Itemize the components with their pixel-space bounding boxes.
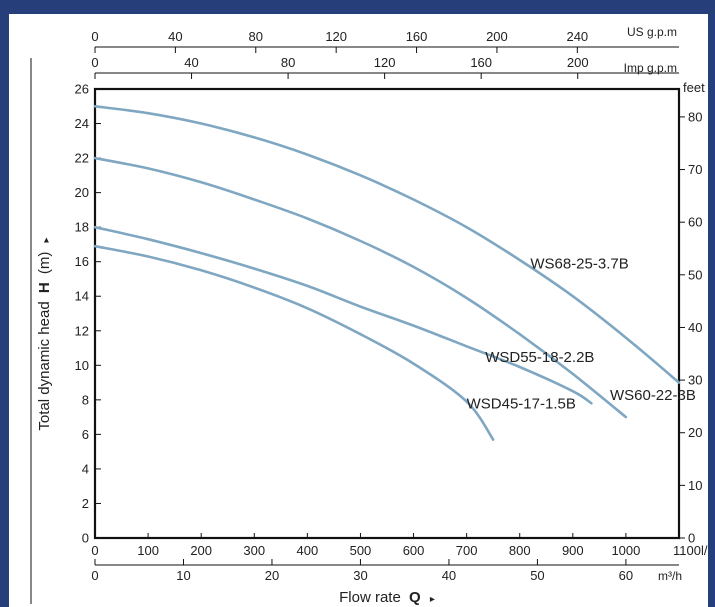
curve-label-WSD55-18-2.2B: WSD55-18-2.2B — [485, 349, 594, 366]
x-axis-symbol: Q — [409, 589, 421, 606]
us-gpm-tick-label: 120 — [325, 29, 347, 44]
imp-gpm-tick-label: 40 — [184, 55, 198, 70]
us-gpm-tick-label: 200 — [486, 29, 508, 44]
feet-tick-label: 60 — [688, 215, 702, 230]
x-axis-title: Flow rate Q ▸ — [339, 589, 435, 606]
feet-tick-label: 40 — [688, 320, 702, 335]
curve-WS68-25-3.7B — [93, 105, 681, 384]
feet-tick-label: 80 — [688, 109, 702, 124]
curve-label-WS68-25-3.7B: WS68-25-3.7B — [530, 256, 628, 273]
lmin-tick-label: 600 — [403, 543, 425, 558]
lmin-tick-label: 200 — [190, 543, 212, 558]
lmin-tick-label: 900 — [562, 543, 584, 558]
m3h-tick-label: 40 — [442, 568, 456, 583]
imp-gpm-tick-label: 120 — [374, 55, 396, 70]
y-tick-label: 8 — [82, 392, 89, 407]
y-axis-title-text: Total dynamic head — [36, 301, 53, 430]
y-tick-label: 10 — [75, 358, 89, 373]
us-gpm-tick-label: 160 — [406, 29, 428, 44]
m3h-tick-label: 50 — [530, 568, 544, 583]
us-gpm-tick-label: 240 — [566, 29, 588, 44]
y-tick-label: 2 — [82, 496, 89, 511]
y-tick-label: 24 — [75, 116, 89, 131]
y-tick-label: 12 — [75, 323, 89, 338]
imp-gpm-unit: Imp g.p.m — [624, 61, 677, 75]
curve-label-WS60-22-3B: WS60-22-3B — [610, 387, 696, 404]
x-axis-arrow: ▸ — [430, 594, 435, 605]
lmin-tick-label: 500 — [350, 543, 372, 558]
feet-tick-label: 50 — [688, 267, 702, 282]
y-axis-unit: (m) — [36, 252, 53, 275]
feet-tick-label: 30 — [688, 373, 702, 388]
y-tick-label: 26 — [75, 82, 89, 97]
curve-WSD55-18-2.2B — [93, 225, 593, 405]
m3h-tick-label: 60 — [619, 568, 633, 583]
imp-gpm-tick-label: 200 — [567, 55, 589, 70]
y-tick-label: 0 — [82, 531, 89, 546]
lmin-tick-label: 300 — [243, 543, 265, 558]
y-tick-label: 20 — [75, 185, 89, 200]
y-tick-label: 22 — [75, 151, 89, 166]
chart-panel: 0 40 80 120 160 200 240 0 40 80 120 160 200 0 100 200 30… — [9, 14, 708, 607]
curve-label-WSD45-17-1.5B: WSD45-17-1.5B — [467, 395, 576, 412]
lmin-tick-label: 1100l/min — [673, 543, 708, 558]
lmin-tick-label: 400 — [297, 543, 319, 558]
feet-tick-label: 10 — [688, 478, 702, 493]
curve-WS60-22-3B — [93, 156, 628, 419]
feet-tick-label: 0 — [688, 531, 695, 546]
imp-gpm-tick-label: 80 — [281, 55, 295, 70]
m3h-tick-label: 20 — [265, 568, 279, 583]
us-gpm-tick-label: 80 — [249, 29, 263, 44]
us-gpm-tick-label: 0 — [91, 29, 98, 44]
y-tick-label: 4 — [82, 461, 89, 476]
y-tick-label: 16 — [75, 254, 89, 269]
feet-tick-label: 20 — [688, 425, 702, 440]
curve-WSD45-17-1.5B — [93, 244, 495, 441]
plot-frame — [93, 87, 681, 540]
y-tick-label: 14 — [75, 289, 89, 304]
m3h-unit: m³/h — [658, 569, 682, 583]
y-axis-arrow: ▸ — [41, 237, 52, 242]
feet-unit: feet — [683, 80, 705, 95]
y-axis-title: Total dynamic head H (m) ▸ — [36, 237, 53, 430]
lmin-tick-label: 1000 — [611, 543, 640, 558]
m3h-tick-label: 10 — [176, 568, 190, 583]
lmin-tick-label: 100 — [137, 543, 159, 558]
y-axis-symbol: H — [36, 282, 53, 293]
y-tick-label: 6 — [82, 427, 89, 442]
y-tick-label: 18 — [75, 220, 89, 235]
us-gpm-unit: US g.p.m — [627, 25, 677, 39]
m3h-tick-label: 30 — [353, 568, 367, 583]
us-gpm-tick-label: 40 — [168, 29, 182, 44]
lmin-tick-label: 0 — [91, 543, 98, 558]
x-axis-title-text: Flow rate — [339, 589, 401, 606]
imp-gpm-tick-label: 160 — [470, 55, 492, 70]
lmin-tick-label: 800 — [509, 543, 531, 558]
feet-tick-label: 70 — [688, 162, 702, 177]
m3h-tick-label: 0 — [91, 568, 98, 583]
lmin-tick-label: 700 — [456, 543, 478, 558]
imp-gpm-tick-label: 0 — [91, 55, 98, 70]
